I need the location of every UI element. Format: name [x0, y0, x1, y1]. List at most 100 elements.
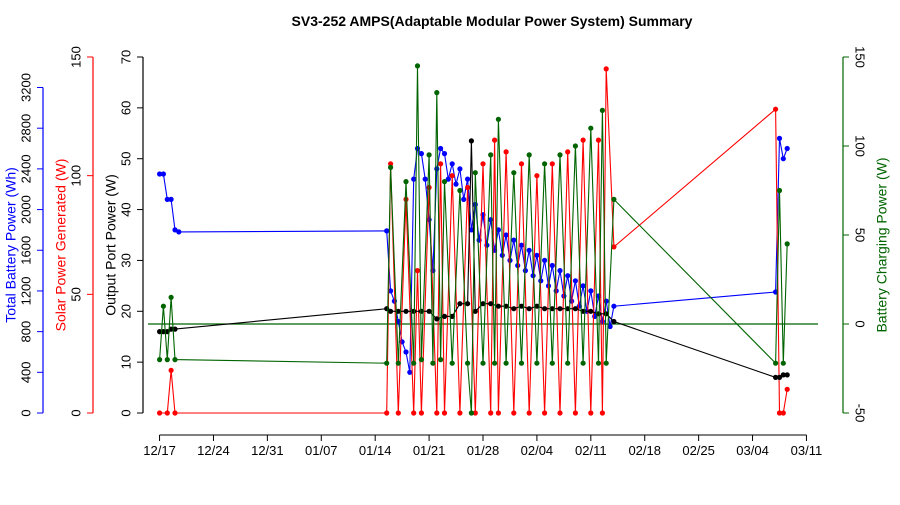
- data-point: [449, 360, 455, 366]
- y-axis-title: Total Battery Power (Wh): [3, 167, 19, 323]
- data-point: [549, 360, 555, 366]
- x-tick-label: 01/21: [413, 443, 446, 458]
- data-point: [495, 303, 501, 309]
- data-point: [168, 294, 174, 300]
- data-point: [449, 313, 455, 319]
- y-tick-label: 3200: [18, 73, 33, 102]
- series-solar-w: [157, 66, 790, 416]
- data-point: [773, 360, 779, 366]
- data-point: [572, 278, 579, 284]
- data-point: [384, 410, 390, 416]
- data-point: [542, 161, 548, 167]
- data-point: [603, 66, 609, 72]
- data-point: [534, 360, 540, 366]
- data-point: [595, 360, 602, 366]
- data-point: [414, 63, 421, 69]
- data-point: [557, 410, 563, 416]
- data-point: [465, 360, 471, 366]
- data-point: [445, 176, 451, 182]
- x-axis: 12/17 12/24 12/31 01/07 01/14 01/21 01/28 02/04…: [143, 434, 823, 458]
- data-point: [776, 187, 783, 194]
- x-tick-label: 03/11: [791, 443, 823, 458]
- data-point: [488, 152, 494, 158]
- x-tick-label: 02/04: [521, 443, 554, 458]
- y-tick-label: 50: [118, 151, 133, 165]
- data-point: [172, 357, 178, 363]
- data-point: [434, 90, 440, 96]
- data-point: [434, 166, 440, 172]
- data-point: [549, 161, 555, 167]
- data-point: [395, 410, 401, 416]
- data-point: [403, 349, 409, 355]
- data-point: [388, 164, 394, 170]
- data-point: [168, 367, 174, 373]
- data-point: [160, 303, 166, 309]
- data-point: [784, 241, 790, 247]
- x-tick-label: 12/24: [197, 443, 230, 458]
- data-point: [457, 301, 463, 307]
- y-tick-label: 100: [68, 165, 83, 187]
- y-tick-label: 50: [853, 228, 868, 242]
- data-point: [776, 135, 783, 141]
- data-point: [518, 242, 525, 248]
- data-point: [388, 288, 394, 294]
- data-point: [411, 308, 417, 314]
- data-point: [526, 306, 532, 312]
- axes-layer: 12/17 12/24 12/31 01/07 01/14 01/21 01/28 02/04…: [3, 46, 890, 458]
- data-point: [492, 360, 498, 366]
- data-point: [164, 410, 170, 416]
- data-point: [603, 360, 609, 366]
- data-point: [426, 308, 432, 314]
- data-point: [480, 161, 486, 167]
- data-point: [395, 308, 401, 314]
- x-tick-label: 01/28: [467, 443, 500, 458]
- x-tick-label: 03/04: [736, 443, 769, 458]
- data-point: [549, 306, 555, 312]
- data-point: [411, 360, 417, 366]
- data-point: [557, 152, 563, 158]
- data-point: [488, 301, 494, 307]
- data-point: [164, 357, 170, 363]
- solar-w-axis: 0 50 100 150 Solar Power Generated (W): [53, 46, 94, 417]
- x-tick-label: 02/11: [575, 443, 607, 458]
- data-point: [572, 410, 579, 416]
- x-tick-label: 12/17: [143, 443, 176, 458]
- data-point: [430, 360, 436, 366]
- data-point: [611, 318, 617, 325]
- y-axis-title: Output Port Power (W): [103, 174, 119, 316]
- data-point: [518, 303, 525, 309]
- data-point: [780, 360, 786, 366]
- y-tick-label: 40: [118, 202, 133, 216]
- y-tick-label: 0: [18, 409, 33, 416]
- y-tick-label: 150: [853, 46, 868, 68]
- data-point: [457, 410, 463, 416]
- data-point: [565, 149, 571, 155]
- y-tick-label: 70: [118, 50, 133, 64]
- data-point: [773, 106, 779, 112]
- data-point: [588, 410, 594, 416]
- data-point: [488, 410, 494, 416]
- y-tick-label: 10: [118, 355, 133, 369]
- data-point: [534, 303, 540, 309]
- data-point: [542, 410, 548, 416]
- data-point: [503, 232, 509, 238]
- data-point: [407, 369, 413, 375]
- x-tick-label: 12/31: [251, 443, 284, 458]
- data-point: [176, 229, 182, 235]
- series-charging-w: [157, 63, 790, 416]
- data-point: [776, 410, 783, 416]
- charging-w-axis: -50 0 50 100 150 Battery Charging Power (W): [842, 46, 890, 422]
- battery-wh-axis: 0 400 800 1200 1600 2000 2400 2800 3200 Total Bat…: [3, 73, 44, 417]
- data-point: [599, 107, 606, 113]
- data-point: [542, 257, 548, 263]
- data-point: [414, 145, 421, 152]
- data-point: [441, 179, 448, 185]
- data-point: [549, 262, 555, 269]
- data-point: [168, 326, 174, 332]
- data-point: [495, 410, 501, 416]
- data-point: [403, 196, 409, 202]
- data-point: [461, 196, 467, 202]
- data-point: [480, 360, 486, 366]
